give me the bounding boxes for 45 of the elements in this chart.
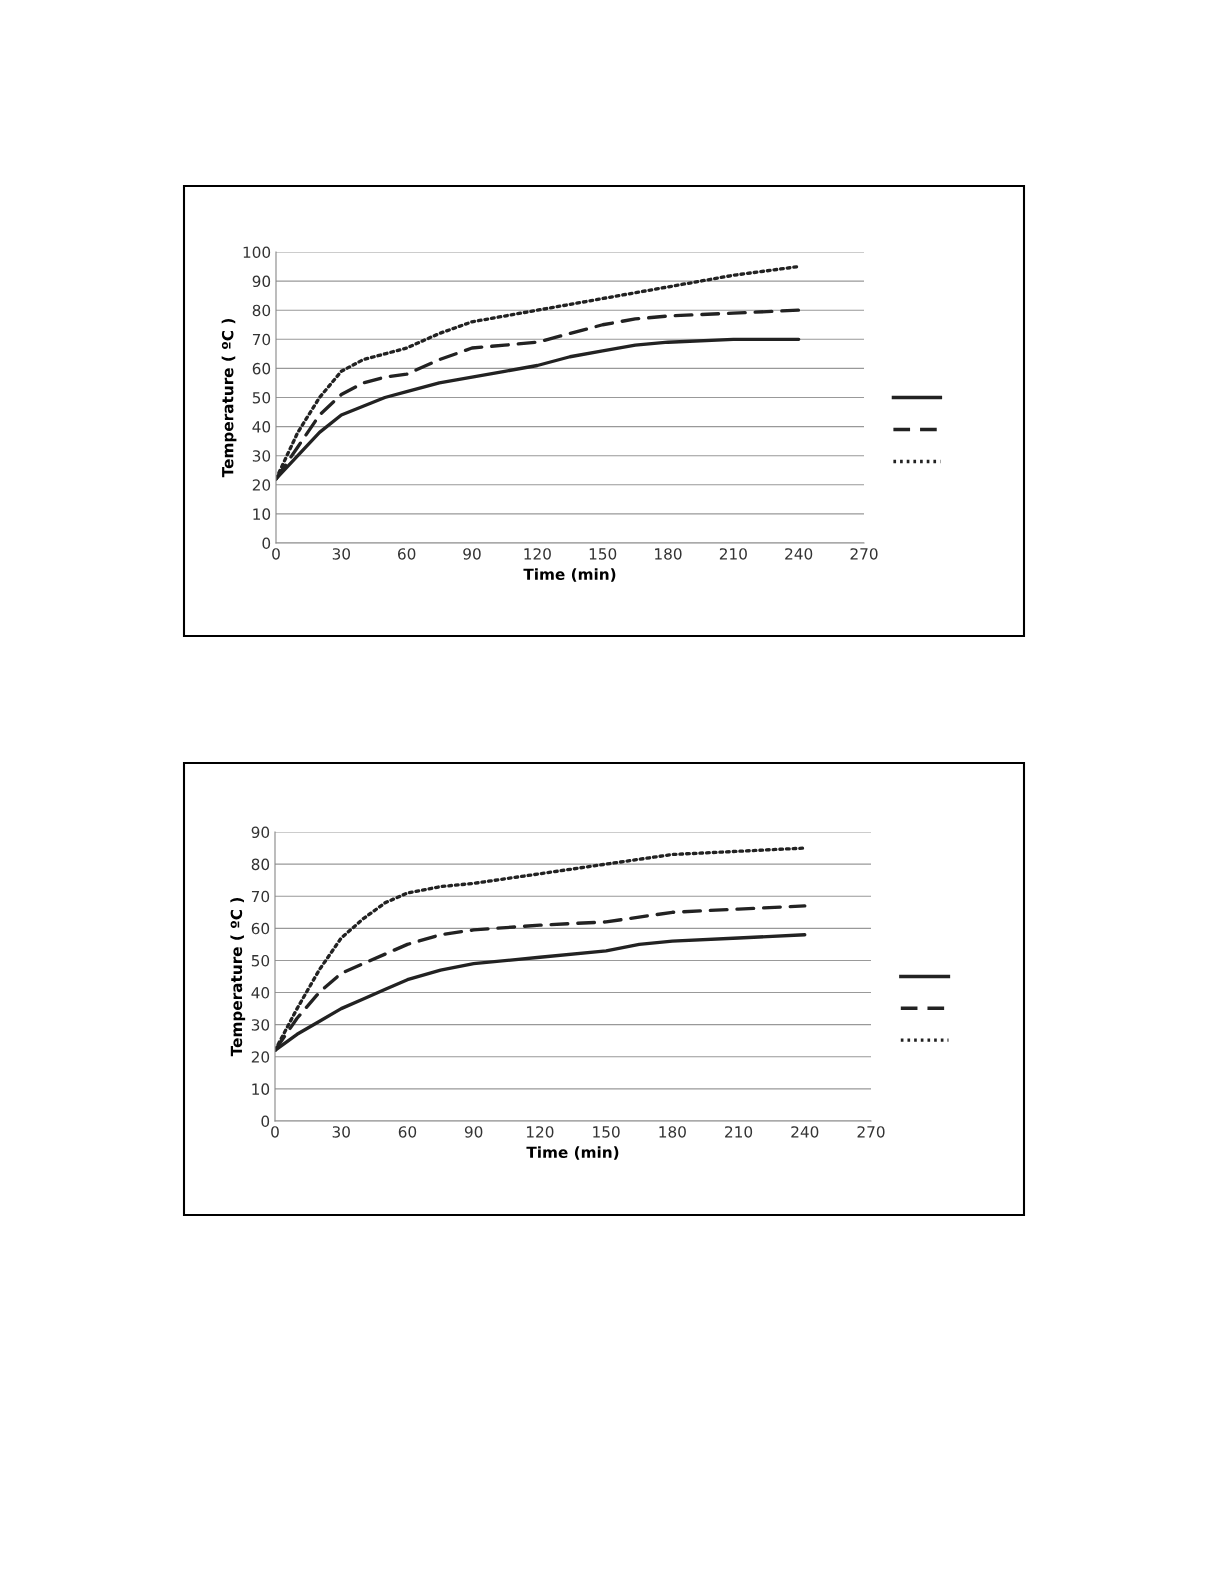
y-tick-label: 50 xyxy=(252,391,271,404)
y-tick-label: 90 xyxy=(251,826,270,839)
y-tick-label: 60 xyxy=(251,922,270,935)
y-tick-label: 70 xyxy=(251,890,270,903)
y-axis-title: Temperature ( ºC ) xyxy=(221,318,237,478)
y-tick-label: 40 xyxy=(251,987,270,999)
y-tick-label: 90 xyxy=(252,275,271,288)
y-tick-label: 80 xyxy=(252,304,271,317)
x-tick-label: 210 xyxy=(725,1126,753,1138)
y-tick-label: 50 xyxy=(251,954,270,967)
x-tick-label: 240 xyxy=(785,548,813,560)
x-tick-label: 150 xyxy=(593,1126,620,1138)
y-tick-label: 30 xyxy=(252,450,271,462)
y-axis-title: Temperature ( ºC ) xyxy=(230,897,246,1057)
x-tick-label: 120 xyxy=(524,548,551,560)
x-tick-label: 270 xyxy=(850,548,878,560)
x-axis-title: Time (min) xyxy=(526,1146,619,1160)
x-tick-label: 90 xyxy=(464,1126,483,1138)
x-tick-label: 150 xyxy=(589,548,617,560)
x-tick-label: 180 xyxy=(659,1126,686,1138)
y-tick-label: 80 xyxy=(251,858,270,871)
y-tick-label: 60 xyxy=(252,362,271,375)
y-tick-label: 20 xyxy=(252,479,271,491)
y-tick-label: 20 xyxy=(251,1051,270,1063)
y-tick-label: 0 xyxy=(261,1115,270,1128)
x-tick-label: 120 xyxy=(526,1126,554,1138)
x-tick-label: 240 xyxy=(791,1126,819,1138)
y-tick-label: 70 xyxy=(252,333,271,346)
x-tick-label: 60 xyxy=(398,548,416,560)
y-tick-label: 40 xyxy=(252,421,271,433)
x-tick-label: 90 xyxy=(463,548,481,560)
x-tick-label: 0 xyxy=(272,548,280,560)
x-tick-label: 210 xyxy=(719,548,747,560)
y-tick-label: 30 xyxy=(251,1019,270,1031)
y-tick-label: 0 xyxy=(262,537,271,550)
x-tick-label: 180 xyxy=(655,548,682,560)
x-axis-title: Time (min) xyxy=(523,568,616,582)
y-tick-label: 100 xyxy=(243,246,271,259)
x-tick-label: 270 xyxy=(857,1126,885,1138)
y-tick-label: 10 xyxy=(253,508,271,520)
x-tick-label: 0 xyxy=(271,1126,279,1138)
y-tick-label: 10 xyxy=(252,1083,270,1095)
x-tick-label: 30 xyxy=(332,1126,350,1138)
x-tick-label: 30 xyxy=(332,548,351,560)
x-tick-label: 60 xyxy=(398,1126,417,1138)
